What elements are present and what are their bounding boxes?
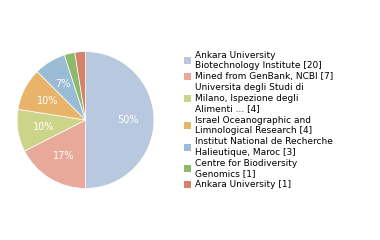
- Text: 10%: 10%: [37, 96, 59, 106]
- Wedge shape: [25, 120, 86, 188]
- Wedge shape: [18, 72, 86, 120]
- Text: 17%: 17%: [52, 151, 74, 161]
- Wedge shape: [75, 52, 86, 120]
- Text: 7%: 7%: [55, 79, 71, 89]
- Wedge shape: [64, 53, 86, 120]
- Legend: Ankara University
Biotechnology Institute [20], Mined from GenBank, NCBI [7], Un: Ankara University Biotechnology Institut…: [184, 51, 333, 189]
- Wedge shape: [37, 55, 86, 120]
- Text: 10%: 10%: [33, 122, 54, 132]
- Wedge shape: [17, 109, 85, 151]
- Text: 50%: 50%: [117, 115, 139, 125]
- Wedge shape: [86, 52, 154, 188]
